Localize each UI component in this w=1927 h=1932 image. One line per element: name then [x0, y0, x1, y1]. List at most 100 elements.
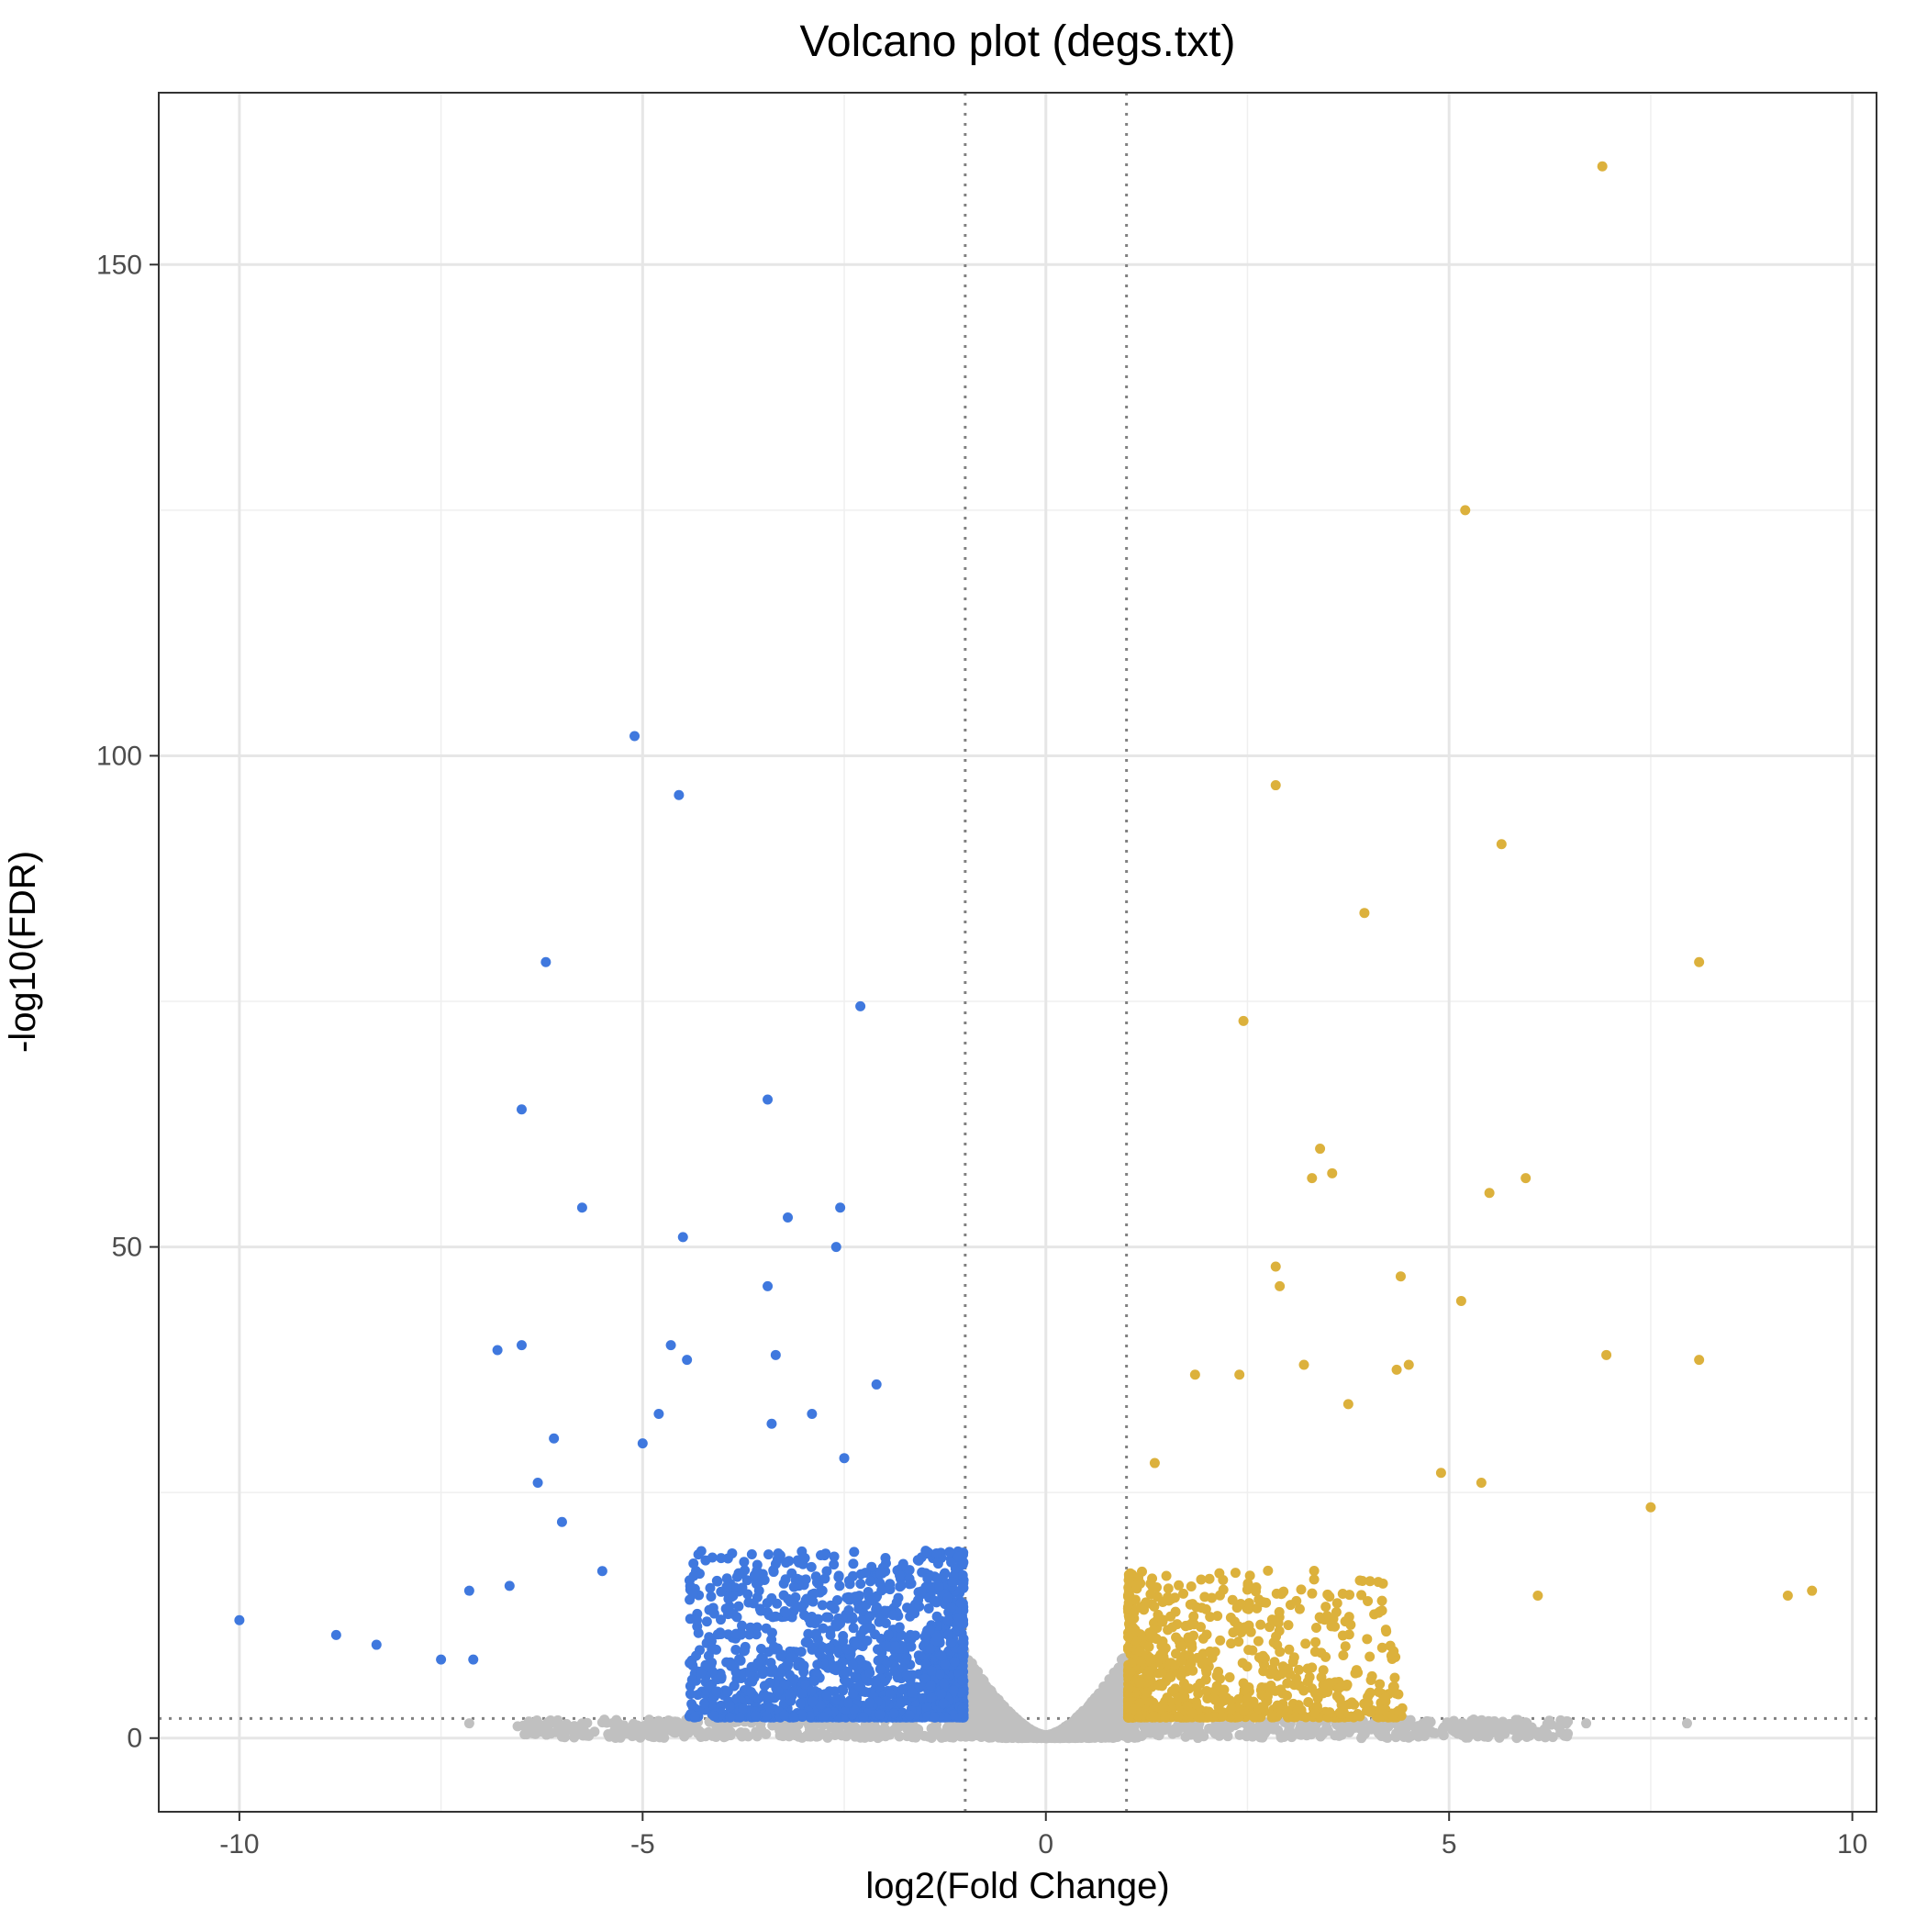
point-not-significant — [1404, 1720, 1414, 1730]
point-down — [741, 1642, 751, 1652]
point-not-significant — [1010, 1721, 1020, 1731]
point-up — [1328, 1614, 1338, 1624]
point-down — [690, 1712, 700, 1722]
point-not-significant — [737, 1731, 747, 1741]
point-up — [1233, 1694, 1243, 1704]
point-not-significant — [997, 1733, 1007, 1743]
point-down — [821, 1566, 831, 1576]
point-down — [843, 1592, 853, 1603]
point-down — [789, 1674, 799, 1684]
point-not-significant — [973, 1667, 983, 1677]
point-not-significant — [1376, 1731, 1387, 1741]
point-up — [1332, 1598, 1342, 1608]
point-down — [769, 1642, 779, 1652]
point-down — [843, 1605, 853, 1615]
point-down — [732, 1612, 742, 1622]
point-not-significant — [1114, 1685, 1124, 1695]
point-down — [692, 1615, 702, 1625]
point-not-significant — [1106, 1711, 1116, 1721]
point-down — [704, 1605, 714, 1615]
point-down — [939, 1679, 949, 1689]
point-down — [712, 1576, 722, 1586]
point-not-significant — [1246, 1729, 1256, 1739]
point-not-significant — [1132, 1732, 1142, 1742]
point-down — [771, 1558, 781, 1569]
point-up — [1354, 1576, 1364, 1586]
point-up — [1349, 1700, 1359, 1710]
point-down — [807, 1562, 817, 1572]
point-up — [1278, 1587, 1288, 1597]
point-down — [842, 1644, 852, 1654]
point-down — [880, 1605, 890, 1615]
point-not-significant — [629, 1719, 639, 1729]
point-down — [807, 1686, 817, 1696]
point-down — [957, 1645, 967, 1655]
point-down — [848, 1660, 858, 1670]
point-down — [696, 1669, 706, 1679]
point-down — [689, 1571, 699, 1581]
point-up — [1338, 1630, 1348, 1640]
point-down — [737, 1621, 747, 1631]
point-down — [855, 1579, 865, 1589]
point-down — [829, 1664, 839, 1674]
point-not-significant — [1480, 1726, 1490, 1737]
point-down — [861, 1568, 871, 1578]
point-not-significant — [700, 1731, 710, 1741]
point-down — [955, 1598, 965, 1608]
point-not-significant — [761, 1729, 771, 1739]
point-down — [756, 1606, 766, 1616]
point-not-significant — [1027, 1725, 1037, 1736]
point-down — [905, 1574, 915, 1584]
point-down — [937, 1650, 947, 1660]
point-down — [922, 1547, 932, 1558]
point-not-significant — [1064, 1720, 1075, 1730]
point-not-significant — [557, 1723, 567, 1733]
point-down — [876, 1585, 886, 1595]
point-up — [1363, 1596, 1373, 1606]
point-down — [910, 1631, 920, 1641]
point-up — [1242, 1661, 1253, 1671]
point-up — [1307, 1589, 1317, 1599]
point-down — [927, 1666, 937, 1676]
point-down — [917, 1586, 927, 1596]
point-not-significant — [1439, 1730, 1449, 1740]
point-down — [825, 1643, 835, 1653]
point-not-significant — [912, 1724, 922, 1734]
point-down — [934, 1581, 944, 1591]
point-down — [730, 1645, 741, 1655]
point-down — [895, 1581, 905, 1591]
point-not-significant — [1424, 1716, 1434, 1726]
point-down — [821, 1613, 831, 1623]
point-down — [885, 1579, 895, 1589]
point-down — [779, 1579, 789, 1589]
point-not-significant — [866, 1725, 876, 1736]
point-not-significant — [850, 1732, 860, 1742]
point-down — [688, 1558, 698, 1569]
point-down — [687, 1660, 697, 1670]
point-not-significant — [648, 1732, 658, 1742]
point-not-significant — [1330, 1730, 1340, 1740]
point-down — [747, 1549, 757, 1559]
point-down — [864, 1668, 874, 1678]
point-not-significant — [1058, 1731, 1068, 1741]
point-down — [712, 1674, 722, 1684]
point-down — [750, 1570, 760, 1580]
point-down — [775, 1651, 785, 1661]
point-down — [834, 1570, 844, 1580]
point-down — [849, 1547, 859, 1557]
point-down — [709, 1711, 719, 1721]
point-down — [863, 1636, 873, 1646]
point-down — [932, 1573, 942, 1583]
point-down — [946, 1603, 956, 1613]
point-down — [727, 1548, 737, 1558]
point-down — [716, 1553, 726, 1563]
point-down — [711, 1686, 721, 1696]
point-down — [843, 1698, 853, 1708]
point-down — [800, 1553, 810, 1563]
point-down — [731, 1629, 741, 1639]
point-down — [732, 1572, 742, 1582]
point-up — [1365, 1688, 1376, 1698]
point-down — [946, 1638, 956, 1648]
point-down — [707, 1658, 717, 1668]
